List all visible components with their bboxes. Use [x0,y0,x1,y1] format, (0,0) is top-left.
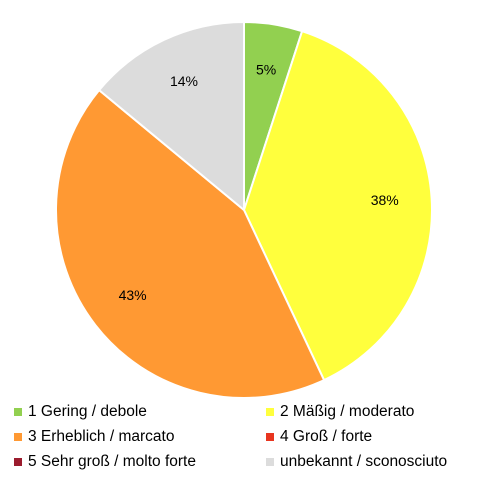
legend-swatch-gross [266,432,274,441]
legend-label-sehr-gross: 5 Sehr groß / molto forte [28,452,196,470]
pie-slice-slice [98,21,245,211]
legend-item-gering: 1 Gering / debole [14,402,266,421]
legend-swatch-gering [14,407,22,416]
legend-label-erheblich: 3 Erheblich / marcato [28,427,175,445]
data-label-slice: 14% [170,73,198,89]
legend-item-erheblich: 3 Erheblich / marcato [14,427,266,446]
data-label-erheblich: 43% [119,287,147,303]
legend-label-gering: 1 Gering / debole [28,402,147,420]
chart-legend: 1 Gering / debole 2 Mäßig / moderato 3 E… [14,402,474,471]
legend-item-gross: 4 Groß / forte [266,427,474,446]
legend-item-unbekannt: unbekannt / sconosciuto [266,452,474,471]
legend-item-massig: 2 Mäßig / moderato [266,402,474,421]
legend-label-gross: 4 Groß / forte [280,427,373,445]
pie-slice-erheblich [55,89,326,399]
legend-swatch-erheblich [14,432,22,441]
legend-swatch-sehr-gross [14,457,22,466]
pie-slice-massig [243,30,433,382]
legend-swatch-massig [266,407,274,416]
data-label-massig: 38% [371,192,399,208]
legend-label-massig: 2 Mäßig / moderato [280,402,415,420]
legend-item-sehr-gross: 5 Sehr groß / molto forte [14,452,266,471]
pie-chart: 5%38%43%0%14% [55,21,433,399]
legend-swatch-unbekannt [266,457,274,466]
legend-label-unbekannt: unbekannt / sconosciuto [280,452,448,470]
data-label-gering: 5% [256,61,276,77]
